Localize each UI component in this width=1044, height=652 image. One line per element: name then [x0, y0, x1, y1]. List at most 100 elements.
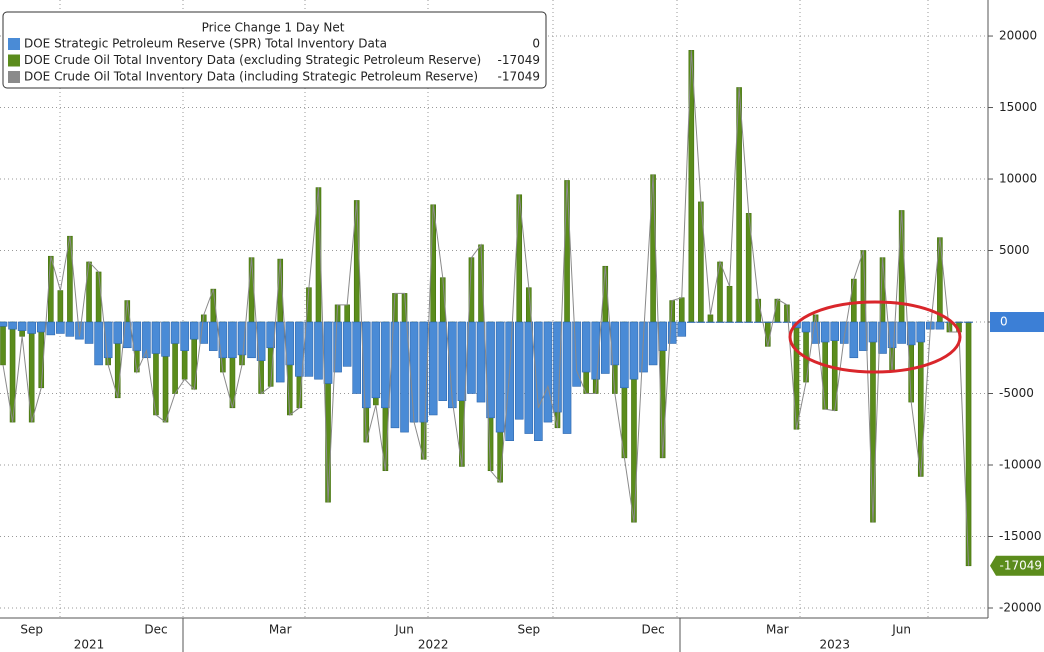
- last-value-box: [990, 555, 1044, 576]
- bar: [906, 321, 916, 346]
- bar: [564, 180, 570, 323]
- bar: [228, 321, 237, 359]
- bar: [868, 321, 878, 343]
- bar: [113, 321, 123, 344]
- bar: [56, 321, 65, 334]
- x-tick-label: Jun: [394, 623, 414, 637]
- legend-value: 0: [532, 37, 540, 51]
- bar: [381, 321, 390, 409]
- bar: [801, 321, 811, 333]
- line: [2, 50, 970, 566]
- year-label: 2021: [74, 638, 105, 652]
- bar: [161, 321, 170, 357]
- bar: [275, 321, 285, 383]
- bar: [639, 321, 648, 373]
- x-tick-label: Mar: [766, 623, 789, 637]
- bar: [878, 321, 887, 354]
- bar: [180, 321, 189, 351]
- bar: [514, 321, 524, 420]
- bar: [620, 321, 629, 389]
- bar: [400, 321, 409, 433]
- bar: [199, 321, 209, 344]
- bar: [57, 290, 64, 323]
- bar: [870, 321, 876, 523]
- highlight-ellipse: [788, 300, 962, 374]
- bar: [0, 321, 8, 327]
- bar: [964, 321, 973, 323]
- bar: [687, 321, 696, 323]
- bar: [86, 261, 92, 323]
- bar: [726, 285, 733, 323]
- bar: [67, 235, 73, 323]
- bar: [247, 321, 256, 359]
- bar: [476, 321, 486, 403]
- bar: [677, 321, 687, 337]
- bar: [352, 321, 362, 394]
- bar: [419, 321, 428, 423]
- bar: [285, 321, 295, 366]
- bar: [763, 321, 773, 323]
- axes: 20000 15000 10000 5000 0 -5000 -10000 -15000 -20…: [20, 29, 1044, 652]
- bar: [581, 321, 591, 373]
- bar: [916, 321, 926, 343]
- legend-value: -17049: [497, 70, 540, 84]
- bar: [543, 321, 553, 423]
- bar: [648, 321, 658, 366]
- bar: [562, 321, 572, 434]
- legend-box: [2, 11, 547, 89]
- y-tick-label: -10000: [999, 458, 1042, 472]
- bar: [658, 321, 667, 351]
- grid: [0, 0, 988, 618]
- bar: [448, 321, 457, 409]
- bar: [667, 321, 677, 344]
- bar: [678, 297, 685, 323]
- bar: [600, 321, 610, 374]
- bar: [151, 321, 161, 354]
- bar: [572, 321, 581, 387]
- bar: [84, 321, 94, 344]
- bar: [753, 321, 763, 323]
- bar: [706, 321, 715, 323]
- bar: [859, 321, 868, 351]
- bar: [142, 321, 151, 359]
- bar: [725, 321, 734, 323]
- bar: [467, 321, 476, 394]
- bar: [954, 321, 964, 323]
- x-tick-label: Jun: [891, 623, 911, 637]
- bar: [707, 314, 714, 323]
- bar: [122, 321, 132, 349]
- marks: [0, 50, 973, 567]
- bar: [248, 257, 255, 323]
- bar: [344, 304, 350, 323]
- legend-label: DOE Strategic Petroleum Reserve (SPR) To…: [24, 37, 387, 51]
- y-tick-label: 15000: [999, 100, 1037, 114]
- bar: [304, 321, 314, 377]
- bar: [95, 271, 102, 323]
- y-tick-label: -15000: [999, 529, 1042, 543]
- bar: [333, 321, 342, 373]
- bar: [46, 321, 56, 336]
- x-tick-label: Sep: [20, 623, 43, 637]
- bar: [773, 321, 782, 323]
- legend-swatch: [8, 38, 20, 50]
- y-tick-label: 5000: [999, 243, 1030, 257]
- bar: [65, 321, 75, 337]
- bar: [94, 321, 103, 366]
- bar: [849, 321, 859, 359]
- bar: [371, 321, 381, 399]
- legend-swatch: [8, 54, 20, 67]
- legend-label: DOE Crude Oil Total Inventory Data (excl…: [24, 53, 481, 67]
- bar: [591, 321, 601, 380]
- bar: [851, 278, 857, 323]
- bar: [361, 321, 371, 409]
- bar: [774, 298, 781, 323]
- bar: [495, 321, 505, 433]
- year-label: 2023: [819, 638, 850, 652]
- bar: [36, 321, 46, 333]
- legend-label: DOE Crude Oil Total Inventory Data (incl…: [24, 70, 478, 84]
- legend: Price Change 1 Day Net DOE Strategic Pet…: [2, 11, 547, 89]
- bar: [75, 321, 84, 340]
- bar: [0, 321, 6, 366]
- bar: [428, 321, 438, 416]
